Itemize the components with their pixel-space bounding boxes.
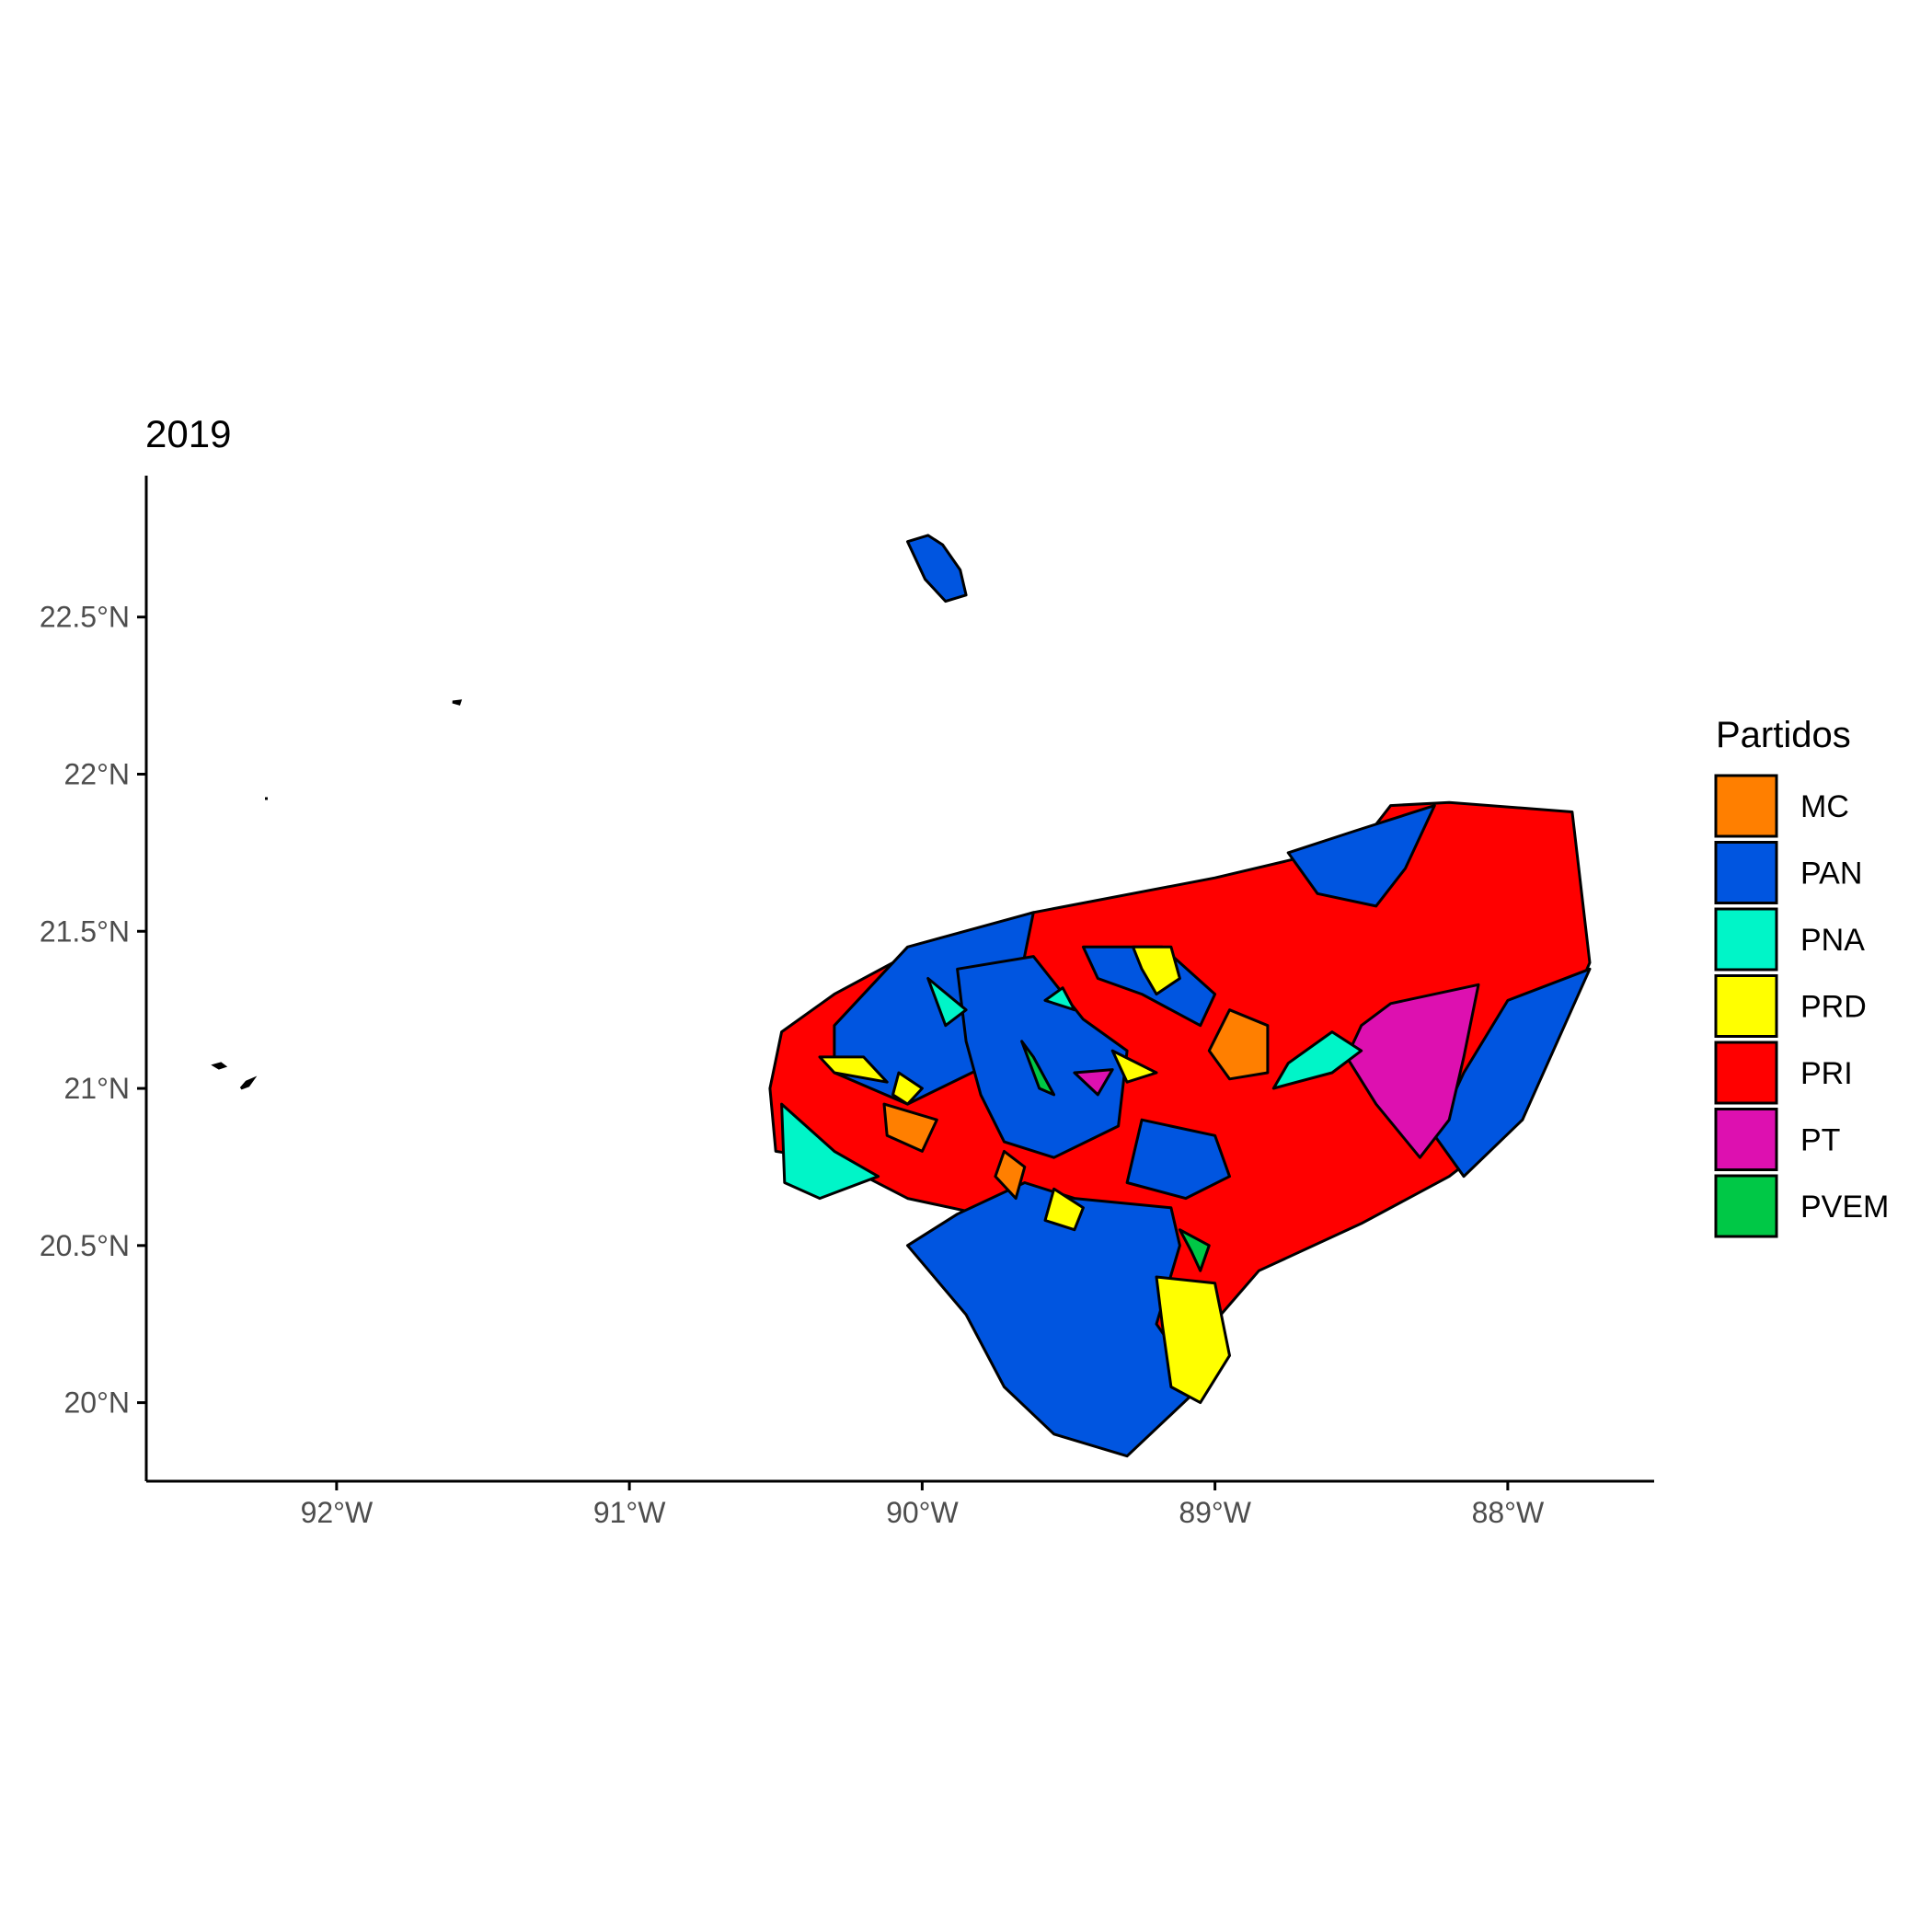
legend-title: Partidos	[1716, 715, 1851, 755]
legend-label-mc: MC	[1800, 789, 1849, 824]
y-tick-label: 20.5°N	[40, 1229, 130, 1262]
y-tick-label: 21.5°N	[40, 914, 130, 948]
legend-key-pt	[1714, 1108, 1778, 1171]
y-axis-ticks: 20°N 20.5°N 21°N 21.5°N 22°N 22.5°N	[40, 601, 146, 1420]
y-tick-label: 20°N	[64, 1386, 131, 1420]
region-prd-22	[1043, 1187, 1085, 1232]
x-tick-label: 90°W	[886, 1496, 959, 1529]
region-pna-14	[780, 1102, 880, 1201]
region-mc-11	[1207, 1008, 1270, 1081]
x-tick-label: 89°W	[1179, 1496, 1251, 1529]
legend: Partidos MC PAN PNA PRD PRI PT PVEM	[1714, 715, 1889, 1238]
y-tick-label: 21°N	[64, 1072, 131, 1105]
legend-items: MC PAN PNA PRD PRI PT PVEM	[1714, 774, 1889, 1238]
y-tick-label: 22.5°N	[40, 601, 130, 634]
legend-key-pan	[1714, 841, 1778, 904]
municipality-polygons	[768, 534, 1592, 1458]
x-tick-label: 88°W	[1472, 1496, 1545, 1529]
axes	[144, 476, 1654, 1483]
region-pna-16	[926, 977, 968, 1028]
legend-label-pri: PRI	[1800, 1056, 1853, 1091]
region-pt-10	[1073, 1068, 1114, 1097]
region-prd-23	[1155, 1275, 1231, 1405]
legend-label-pan: PAN	[1800, 857, 1862, 891]
legend-key-mc	[1714, 774, 1778, 838]
region-pan-4	[1286, 804, 1436, 908]
x-tick-label: 92°W	[301, 1496, 374, 1529]
region-pvem-25	[1178, 1228, 1211, 1272]
small-islets	[211, 699, 463, 1090]
x-tick-label: 91°W	[593, 1496, 666, 1529]
legend-label-pt: PT	[1800, 1123, 1840, 1158]
y-tick-label: 22°N	[64, 757, 131, 790]
region-mc-13	[994, 1149, 1027, 1201]
region-pan-8	[906, 534, 968, 604]
legend-key-pri	[1714, 1041, 1778, 1105]
region-prd-20	[1132, 945, 1181, 996]
region-pna-15	[1271, 1030, 1363, 1090]
region-prd-19	[891, 1071, 924, 1106]
x-axis-ticks: 92°W 91°W 90°W 89°W 88°W	[301, 1481, 1545, 1529]
legend-label-pna: PNA	[1800, 923, 1865, 958]
region-mc-12	[882, 1102, 938, 1153]
legend-key-pna	[1714, 907, 1778, 972]
legend-label-pvem: PVEM	[1800, 1190, 1889, 1225]
plot-title: 2019	[145, 412, 231, 455]
legend-key-prd	[1714, 974, 1778, 1038]
region-pna-17	[1043, 986, 1076, 1012]
legend-key-pvem	[1714, 1174, 1778, 1238]
region-pan-2	[956, 955, 1129, 1159]
region-pvem-24	[1020, 1040, 1056, 1097]
legend-label-prd: PRD	[1800, 990, 1867, 1025]
region-prd-18	[818, 1055, 889, 1084]
region-pan-7	[1125, 1118, 1231, 1201]
region-pt-9	[1345, 983, 1480, 1159]
region-prd-21	[1110, 1049, 1158, 1084]
